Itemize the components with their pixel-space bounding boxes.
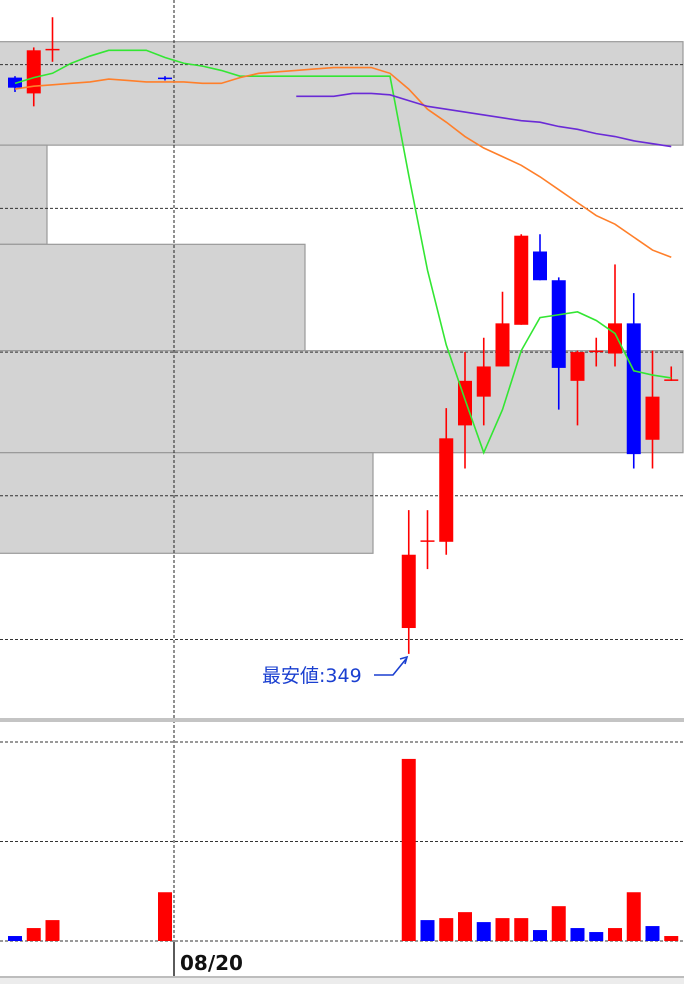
volume-bar bbox=[664, 936, 679, 941]
candle-body bbox=[401, 554, 416, 629]
candle-body bbox=[664, 379, 679, 381]
volume-bar bbox=[495, 918, 510, 941]
volume-bar bbox=[533, 930, 547, 941]
candle-body bbox=[533, 251, 547, 281]
volume-bar bbox=[158, 892, 172, 941]
candle-body bbox=[26, 50, 41, 94]
annotation-arrow bbox=[374, 658, 407, 676]
volume-bar bbox=[570, 928, 585, 941]
volume-bar bbox=[551, 906, 566, 941]
candle-body bbox=[570, 352, 585, 381]
low-annotation: 最安値:349 bbox=[262, 665, 362, 687]
volume-bar bbox=[458, 912, 472, 941]
price-profile-bar bbox=[0, 452, 374, 554]
volume-bar bbox=[26, 928, 41, 941]
volume-bar bbox=[439, 918, 454, 941]
candle-body bbox=[626, 323, 641, 455]
candle-body bbox=[45, 48, 60, 51]
candle-body bbox=[608, 323, 622, 354]
price-profile-layer bbox=[0, 41, 684, 554]
candle-body bbox=[439, 438, 454, 542]
candle-body bbox=[458, 380, 472, 426]
candle-body bbox=[551, 280, 566, 368]
volume-bar bbox=[45, 920, 60, 941]
price-profile-bar bbox=[0, 350, 684, 454]
time-axis-base bbox=[0, 977, 684, 984]
moving-average-line bbox=[14, 66, 672, 258]
price-profile-bar bbox=[0, 243, 306, 352]
price-profile-bar bbox=[0, 144, 48, 245]
candle-body bbox=[589, 350, 604, 353]
annotation-arrowhead bbox=[399, 655, 409, 665]
grid-layer bbox=[0, 64, 684, 942]
volume-bar bbox=[645, 926, 660, 941]
candle-body bbox=[158, 77, 172, 80]
candle-body bbox=[476, 366, 491, 397]
volume-bar bbox=[8, 936, 22, 941]
volume-bar bbox=[401, 758, 416, 941]
candle-body bbox=[514, 235, 529, 325]
volume-bar bbox=[626, 892, 641, 941]
volume-bar bbox=[608, 928, 622, 941]
pane-separator bbox=[0, 718, 684, 722]
moving-average-line bbox=[296, 92, 672, 148]
volume-bar bbox=[514, 918, 529, 941]
mark-layer bbox=[8, 17, 679, 941]
candle-body bbox=[645, 396, 660, 440]
moving-average-line bbox=[14, 49, 672, 455]
volume-bar bbox=[420, 920, 435, 941]
candle-body bbox=[495, 323, 510, 367]
cursor-date-label: 08/20 bbox=[180, 951, 243, 975]
candle-body bbox=[420, 540, 435, 542]
volume-bar bbox=[589, 932, 604, 941]
volume-bar bbox=[476, 922, 491, 941]
